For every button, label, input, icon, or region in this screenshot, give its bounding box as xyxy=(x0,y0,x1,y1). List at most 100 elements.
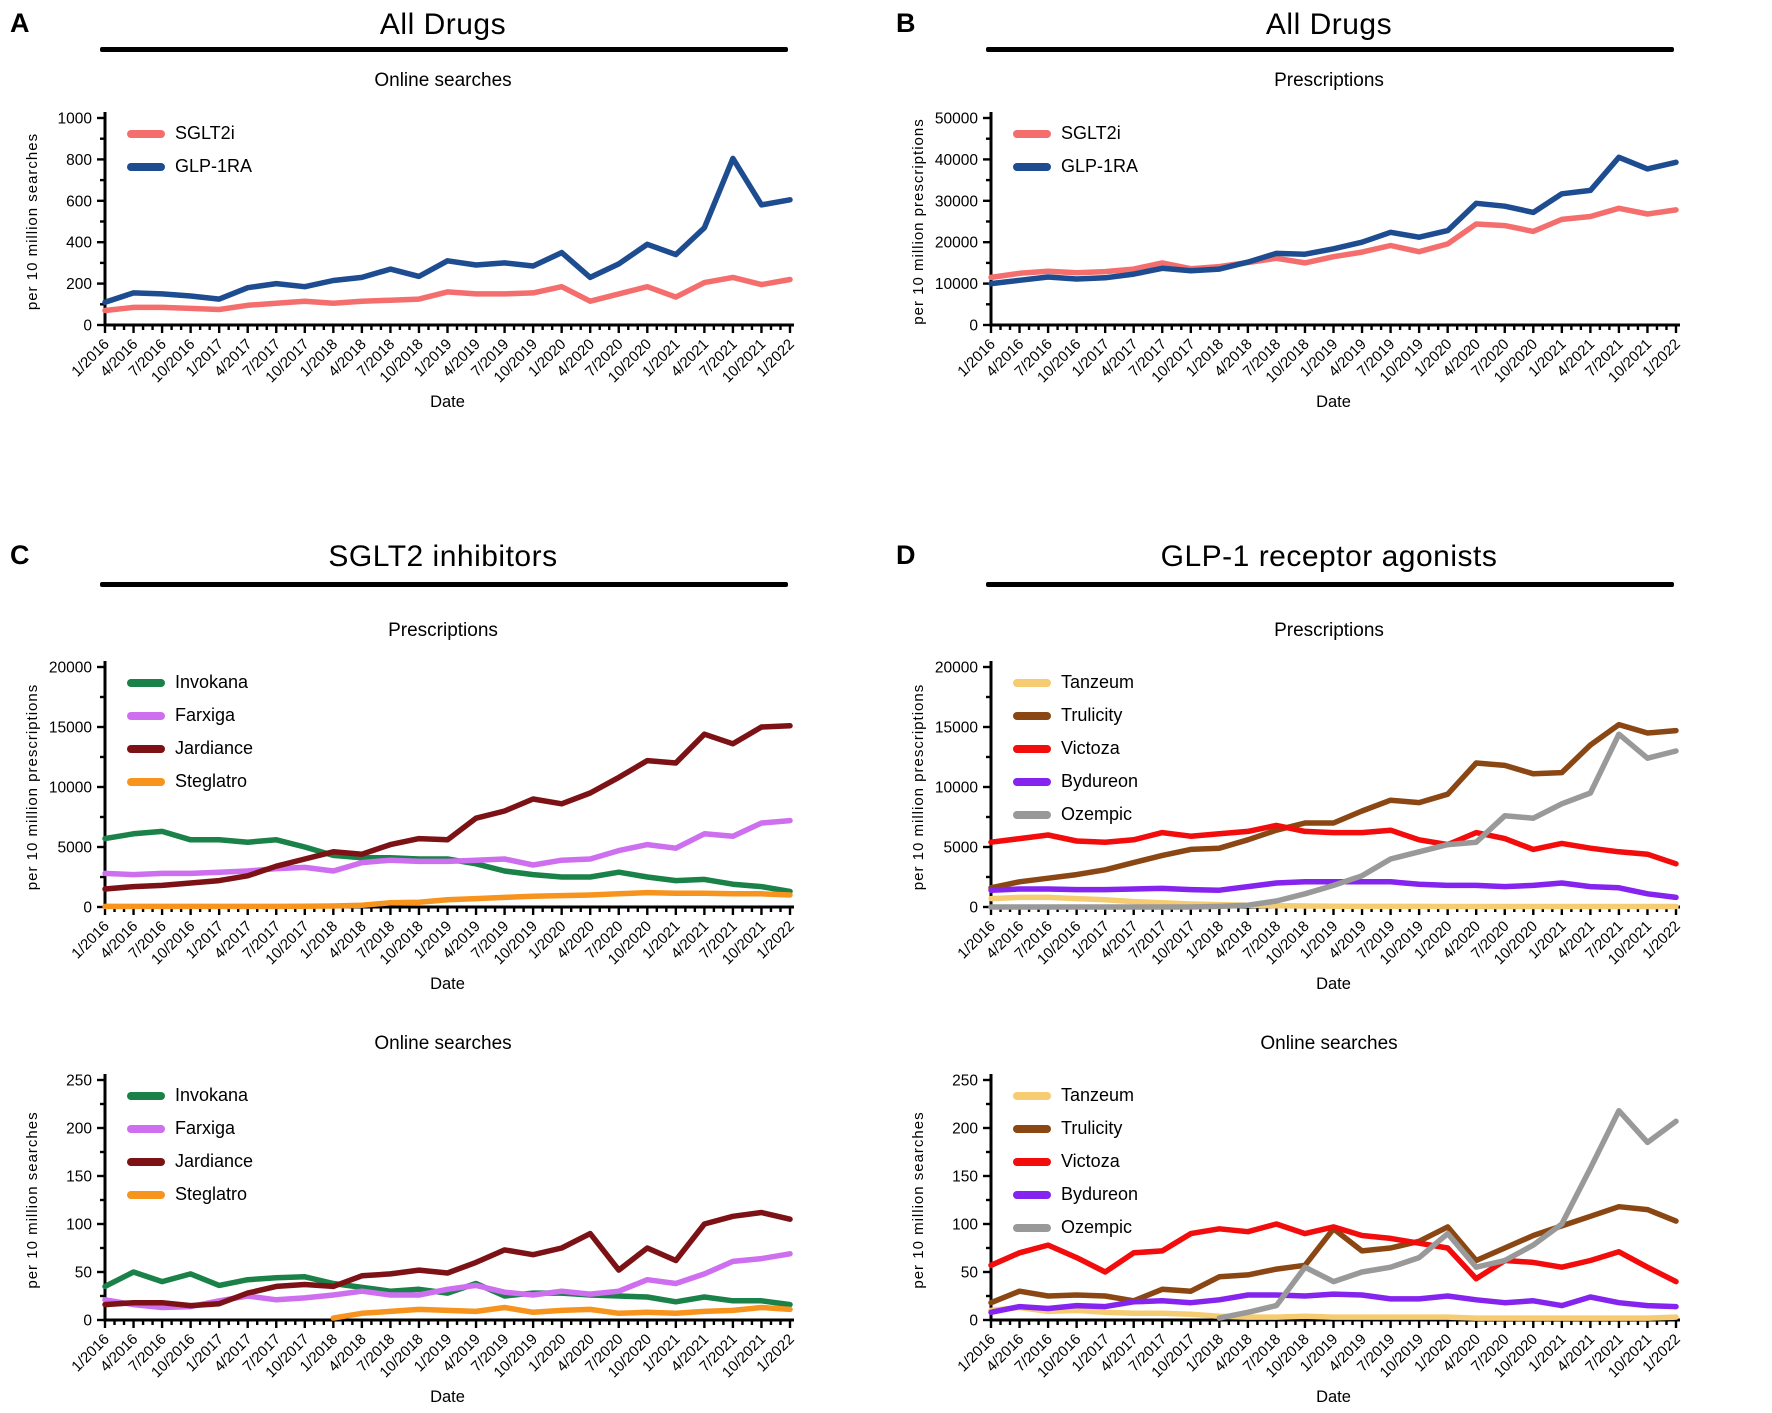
chart-sglt2-prescriptions: Prescriptions 0 5000 10000 15000 20000 1/2016… xyxy=(0,530,886,993)
svg-text:Date: Date xyxy=(1316,393,1351,411)
svg-text:0: 0 xyxy=(969,318,978,335)
chart-subtitle: Prescriptions xyxy=(388,620,498,641)
chart-canvas: 010000200003000040000500001/20164/20167/… xyxy=(910,111,1684,412)
chart-subtitle: Prescriptions xyxy=(1274,620,1384,641)
chart-canvas: 050001000015000200001/20164/20167/201610… xyxy=(910,660,1684,994)
svg-text:15000: 15000 xyxy=(49,720,92,737)
svg-text:Trulicity: Trulicity xyxy=(1061,1118,1122,1138)
panel-c: C SGLT2 inhibitors Prescriptions 0 5000 10… xyxy=(0,530,886,1413)
svg-text:1000: 1000 xyxy=(58,111,93,128)
title-underline xyxy=(986,47,1674,52)
svg-text:SGLT2i: SGLT2i xyxy=(1061,123,1121,143)
panel-a: A All Drugs Online searches 0 200 400 600 80… xyxy=(0,0,886,460)
title-underline xyxy=(100,47,788,52)
svg-text:600: 600 xyxy=(66,193,92,210)
svg-text:100: 100 xyxy=(66,1217,92,1234)
panel-b: B All Drugs Prescriptions 0 10000 20000 300… xyxy=(886,0,1772,460)
svg-text:per 10 million prescriptions: per 10 million prescriptions xyxy=(24,684,41,890)
svg-text:200: 200 xyxy=(952,1121,978,1138)
panel-title: SGLT2 inhibitors xyxy=(328,540,558,573)
svg-text:0: 0 xyxy=(969,1313,978,1330)
chart-glp1-prescriptions: Prescriptions 0 5000 10000 15000 20000 1/2016… xyxy=(886,530,1772,993)
svg-text:Bydureon: Bydureon xyxy=(1061,1184,1138,1204)
svg-text:Bydureon: Bydureon xyxy=(1061,771,1138,791)
title-underline xyxy=(100,582,788,587)
svg-text:Jardiance: Jardiance xyxy=(175,1151,253,1171)
svg-text:5000: 5000 xyxy=(58,840,93,857)
svg-text:GLP-1RA: GLP-1RA xyxy=(175,156,252,176)
svg-text:SGLT2i: SGLT2i xyxy=(175,123,235,143)
svg-text:20000: 20000 xyxy=(935,660,978,677)
chart-subtitle: Online searches xyxy=(374,70,512,91)
svg-text:Date: Date xyxy=(1316,1388,1351,1406)
svg-text:Tanzeum: Tanzeum xyxy=(1061,1085,1134,1105)
svg-text:Invokana: Invokana xyxy=(175,672,249,692)
svg-text:per 10 million prescriptions: per 10 million prescriptions xyxy=(910,118,927,324)
chart-subtitle: Online searches xyxy=(1260,1033,1398,1054)
svg-text:0: 0 xyxy=(83,318,92,335)
svg-text:Farxiga: Farxiga xyxy=(175,1118,236,1138)
chart-glp1-searches: Online searches 0 50 100 150 200 250 1/2016 4/2… xyxy=(886,970,1772,1413)
svg-text:Jardiance: Jardiance xyxy=(175,738,253,758)
svg-text:Trulicity: Trulicity xyxy=(1061,705,1122,725)
svg-text:800: 800 xyxy=(66,152,92,169)
svg-text:Date: Date xyxy=(1316,975,1351,993)
svg-text:Victoza: Victoza xyxy=(1061,738,1121,758)
svg-text:Victoza: Victoza xyxy=(1061,1151,1121,1171)
panel-letter: C xyxy=(10,540,30,570)
svg-text:0: 0 xyxy=(969,900,978,917)
panel-letter: D xyxy=(896,540,916,570)
svg-text:Date: Date xyxy=(430,393,465,411)
svg-text:20000: 20000 xyxy=(935,235,978,252)
svg-text:Ozempic: Ozempic xyxy=(1061,1217,1132,1237)
chart-subtitle: Online searches xyxy=(374,1033,512,1054)
svg-text:per 10 million searches: per 10 million searches xyxy=(24,1111,41,1288)
svg-text:30000: 30000 xyxy=(935,193,978,210)
svg-text:Steglatro: Steglatro xyxy=(175,771,247,791)
svg-text:10000: 10000 xyxy=(49,780,92,797)
svg-text:per 10 million searches: per 10 million searches xyxy=(910,1111,927,1288)
svg-text:Invokana: Invokana xyxy=(175,1085,249,1105)
chart-canvas: 050001000015000200001/20164/20167/201610… xyxy=(24,660,798,994)
svg-text:Farxiga: Farxiga xyxy=(175,705,236,725)
svg-text:0: 0 xyxy=(83,1313,92,1330)
svg-text:100: 100 xyxy=(952,1217,978,1234)
svg-text:150: 150 xyxy=(952,1169,978,1186)
chart-canvas: 0501001502002501/20164/20167/201610/2016… xyxy=(24,1073,798,1407)
svg-text:200: 200 xyxy=(66,276,92,293)
panel-letter: B xyxy=(896,8,916,38)
svg-text:20000: 20000 xyxy=(49,660,92,677)
svg-text:Tanzeum: Tanzeum xyxy=(1061,672,1134,692)
panel-letter: A xyxy=(10,8,30,38)
svg-text:250: 250 xyxy=(66,1073,92,1090)
panel-title: GLP-1 receptor agonists xyxy=(1160,540,1498,573)
chart-canvas: 0501001502002501/20164/20167/201610/2016… xyxy=(910,1073,1684,1407)
svg-text:50: 50 xyxy=(75,1265,93,1282)
svg-text:50000: 50000 xyxy=(935,111,978,128)
chart-subtitle: Prescriptions xyxy=(1274,70,1384,91)
svg-text:Ozempic: Ozempic xyxy=(1061,804,1132,824)
svg-text:Steglatro: Steglatro xyxy=(175,1184,247,1204)
svg-text:250: 250 xyxy=(952,1073,978,1090)
svg-text:10000: 10000 xyxy=(935,780,978,797)
chart-sglt2-searches: Online searches 0 50 100 150 200 250 1/2016 4/2… xyxy=(0,970,886,1413)
svg-text:Date: Date xyxy=(430,1388,465,1406)
panel-title: All Drugs xyxy=(379,8,507,41)
svg-text:0: 0 xyxy=(83,900,92,917)
svg-text:5000: 5000 xyxy=(944,840,979,857)
svg-text:15000: 15000 xyxy=(935,720,978,737)
svg-text:Date: Date xyxy=(430,975,465,993)
panel-d: D GLP-1 receptor agonists Prescriptions … xyxy=(886,530,1772,1413)
svg-text:200: 200 xyxy=(66,1121,92,1138)
title-underline xyxy=(986,582,1674,587)
svg-text:50: 50 xyxy=(961,1265,979,1282)
svg-text:40000: 40000 xyxy=(935,152,978,169)
svg-text:10000: 10000 xyxy=(935,276,978,293)
chart-all-drugs-prescriptions: Prescriptions 0 10000 20000 30000 40000 50000… xyxy=(886,0,1772,460)
svg-text:400: 400 xyxy=(66,235,92,252)
chart-all-drugs-searches: Online searches 0 200 400 600 800 1000 1/2016 4… xyxy=(0,0,886,460)
svg-text:150: 150 xyxy=(66,1169,92,1186)
svg-text:GLP-1RA: GLP-1RA xyxy=(1061,156,1138,176)
svg-text:per 10 million searches: per 10 million searches xyxy=(24,133,41,310)
